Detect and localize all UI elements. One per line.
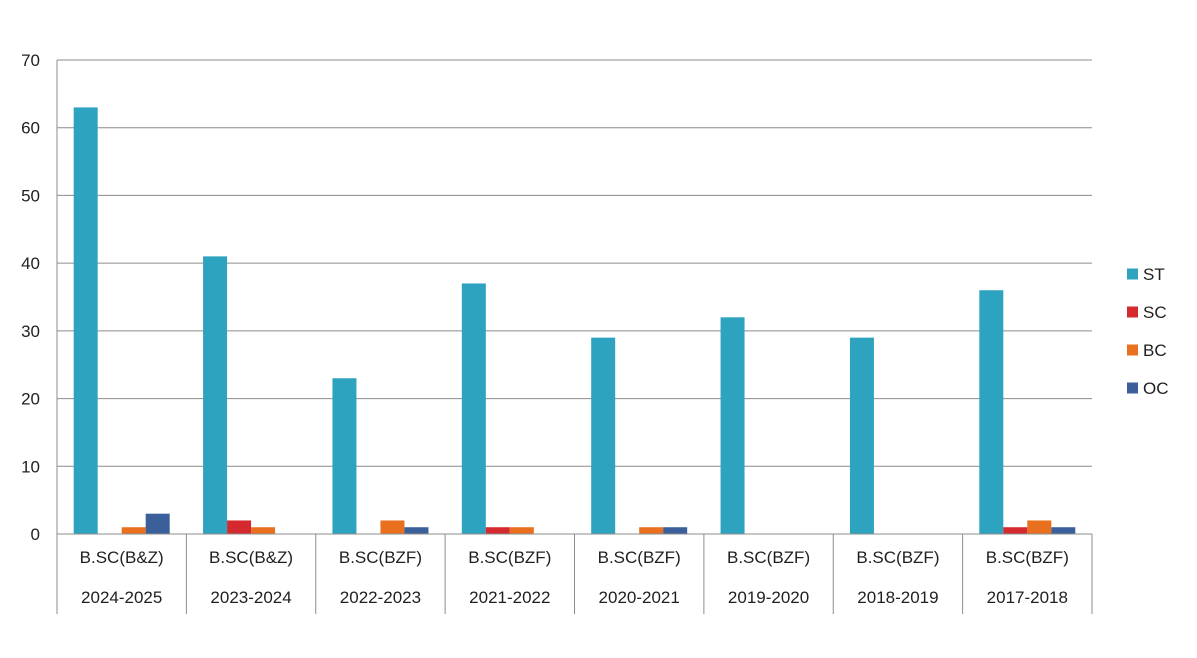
bar-st-1 xyxy=(73,107,98,535)
x-tick-label-year: 2020-2021 xyxy=(599,588,680,607)
bar-bc-3 xyxy=(380,520,405,534)
legend-swatch-bc xyxy=(1127,344,1138,356)
y-tick-label: 20 xyxy=(21,390,40,409)
y-tick-label: 40 xyxy=(21,254,40,273)
bar-sc-8 xyxy=(1003,527,1028,534)
y-tick-label: 70 xyxy=(21,51,40,70)
bar-oc-8 xyxy=(1051,527,1076,534)
bar-bc-4 xyxy=(509,527,534,534)
legend-swatch-oc xyxy=(1127,382,1138,394)
x-tick-label-course: B.SC(B&Z) xyxy=(209,548,293,567)
y-tick-label: 10 xyxy=(21,457,40,476)
legend-swatch-st xyxy=(1127,268,1138,280)
x-tick-label-course: B.SC(B&Z) xyxy=(80,548,164,567)
y-tick-label: 50 xyxy=(21,186,40,205)
legend-label-sc: SC xyxy=(1143,303,1167,322)
x-tick-label-course: B.SC(BZF) xyxy=(468,548,551,567)
bar-bc-5 xyxy=(639,527,664,534)
bar-st-8 xyxy=(979,290,1004,534)
x-tick-label-course: B.SC(BZF) xyxy=(856,548,939,567)
x-tick-label-year: 2023-2024 xyxy=(210,588,291,607)
legend: ST SC BC OC xyxy=(1127,265,1169,398)
bars xyxy=(73,107,1076,535)
x-tick-label-year: 2021-2022 xyxy=(469,588,550,607)
bar-st-4 xyxy=(461,283,486,534)
x-tick-label-year: 2017-2018 xyxy=(987,588,1068,607)
bar-bc-1 xyxy=(121,527,146,534)
legend-label-st: ST xyxy=(1143,265,1165,284)
axes: 0 10 20 30 40 50 60 70 B.SC(B&Z) 2024-2025 B.SC(B&… xyxy=(21,51,1093,614)
y-tick-label: 60 xyxy=(21,119,40,138)
bar-st-2 xyxy=(203,256,228,534)
legend-label-oc: OC xyxy=(1143,379,1169,398)
y-tick-label: 0 xyxy=(31,525,40,544)
bar-st-3 xyxy=(332,378,357,534)
x-tick-label-course: B.SC(BZF) xyxy=(986,548,1069,567)
grid xyxy=(57,59,1092,467)
x-tick-label-course: B.SC(BZF) xyxy=(339,548,422,567)
bar-oc-5 xyxy=(663,527,688,534)
bar-bc-2 xyxy=(251,527,276,534)
legend-label-bc: BC xyxy=(1143,341,1167,360)
y-tick-label: 30 xyxy=(21,322,40,341)
x-tick-label-course: B.SC(BZF) xyxy=(727,548,810,567)
bar-sc-2 xyxy=(227,520,252,534)
x-tick-label-year: 2019-2020 xyxy=(728,588,809,607)
x-tick-label-year: 2024-2025 xyxy=(81,588,162,607)
x-tick-label-year: 2022-2023 xyxy=(340,588,421,607)
legend-swatch-sc xyxy=(1127,306,1138,318)
bar-oc-1 xyxy=(145,513,170,534)
x-tick-label-year: 2018-2019 xyxy=(857,588,938,607)
bar-st-7 xyxy=(849,337,874,534)
bar-sc-4 xyxy=(485,527,510,534)
bar-bc-8 xyxy=(1027,520,1052,534)
bar-oc-3 xyxy=(404,527,429,534)
bar-st-5 xyxy=(591,337,616,534)
x-tick-label-course: B.SC(BZF) xyxy=(598,548,681,567)
bar-st-6 xyxy=(720,317,745,534)
